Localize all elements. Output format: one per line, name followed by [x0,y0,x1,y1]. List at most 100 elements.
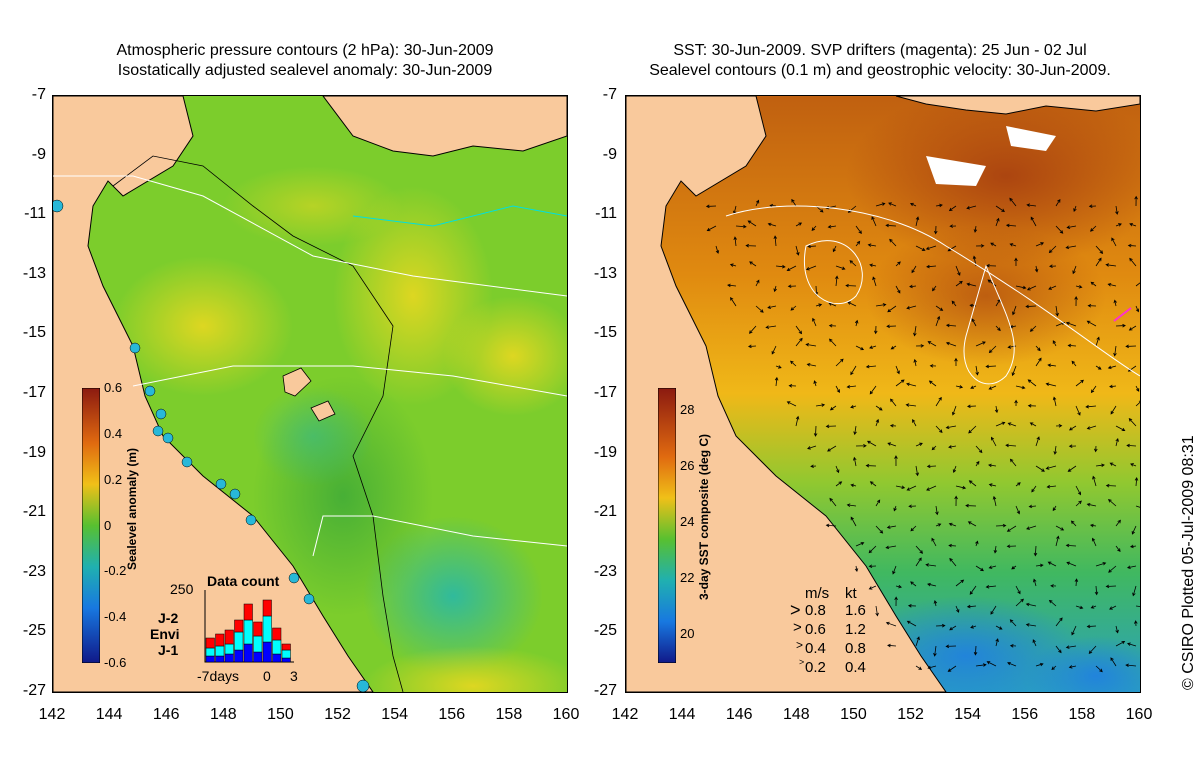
velocity-arrow [905,403,917,407]
velocity-arrow [971,318,977,327]
velocity-arrow [748,325,757,334]
y-tick-label: -21 [593,503,617,521]
velocity-arrow [885,223,897,228]
velocity-arrow [1072,265,1077,275]
velocity-arrow [786,401,797,407]
velocity-arrow [929,364,937,368]
colorbar-tick-label: 20 [680,626,695,641]
velocity-arrow [1110,657,1117,667]
colorbar-tick-label: -0.6 [104,655,127,670]
velocity-arrow [949,224,957,228]
velocity-arrow [1110,405,1117,415]
x-tick-label: 142 [611,706,639,723]
velocity-legend-ms-header: m/s [805,585,830,602]
velocity-arrow [947,245,957,252]
velocity-arrow [755,305,764,313]
velocity-arrow [811,225,817,232]
velocity-arrow [926,485,937,491]
velocity-arrow [1135,400,1140,407]
velocity-arrow [1009,458,1017,467]
velocity-arrow [955,265,961,276]
velocity-arrow [1125,663,1137,668]
velocity-arrow [915,442,923,447]
velocity-arrow [1074,296,1078,307]
velocity-arrow [1086,502,1097,507]
velocity-arrow [805,343,817,347]
velocity-arrow [855,240,861,247]
velocity-arrow [1115,545,1121,552]
velocity-arrow [1086,624,1097,629]
velocity-arrow [886,324,897,329]
velocity-arrow [906,485,917,491]
velocity-arrow [747,220,757,227]
velocity-arrow [865,364,877,369]
velocity-arrow [906,305,917,310]
velocity-arrow [947,665,957,672]
velocity-arrow [791,198,797,207]
velocity-arrow [875,418,880,427]
velocity-arrow [1005,443,1017,448]
velocity-arrow [991,436,997,447]
velocity-arrow [1115,437,1119,447]
velocity-arrow [1027,379,1037,387]
velocity-arrow [1090,605,1097,609]
right-title-line2: Sealevel contours (0.1 m) and geostrophi… [649,62,1111,79]
velocity-arrow [835,465,840,474]
y-tick-label: -19 [593,443,617,461]
velocity-arrow [807,445,817,450]
velocity-arrow [967,521,977,527]
velocity-arrow [1011,565,1017,570]
velocity-arrow [895,485,906,490]
velocity-arrow [895,261,901,267]
velocity-arrow [1007,422,1017,427]
velocity-arrow [1109,384,1117,389]
velocity-arrow [706,225,717,232]
velocity-arrow [1066,225,1077,229]
velocity-arrow [988,345,997,354]
velocity-arrow [1130,463,1137,467]
velocity-arrow [853,425,857,436]
colorbar-tick-label: 24 [680,514,695,529]
velocity-arrow [854,565,859,573]
histogram-bar-segment [234,631,244,651]
velocity-arrow [1111,237,1117,247]
velocity-arrow [967,404,977,409]
velocity-arrow [835,481,843,487]
velocity-arrow [835,358,844,367]
velocity-arrow [829,497,837,507]
velocity-arrow [869,263,877,268]
velocity-arrow [767,305,777,309]
velocity-legend-kt: 0.4 [845,659,866,676]
x-tick-label: 148 [209,706,237,723]
velocity-arrow [935,523,942,527]
velocity-arrow [1055,424,1063,428]
velocity-arrow [988,483,997,487]
velocity-arrow [827,445,837,452]
velocity-arrow [887,442,897,447]
velocity-arrow [1090,225,1097,232]
colorbar-tick-label: 0.6 [104,380,123,395]
colorbar-tick-label: 0.4 [104,425,123,441]
velocity-arrow [705,204,717,209]
velocity-arrow [990,242,997,247]
histogram-bar-segment [234,649,244,663]
velocity-arrow [868,585,877,590]
velocity-arrow [988,385,997,390]
velocity-arrow [868,545,877,554]
velocity-arrow [995,625,1003,630]
velocity-arrow [812,317,817,327]
velocity-arrow [1006,544,1017,549]
histogram-bar-segment [234,619,244,633]
velocity-legend-arrow-icon: > [793,619,802,636]
velocity-arrow [945,323,957,328]
velocity-arrow [1055,645,1062,654]
velocity-arrow [970,625,977,629]
velocity-arrow [1035,465,1045,472]
velocity-arrow [1115,519,1121,527]
velocity-arrow [889,423,897,428]
velocity-arrow [994,405,999,414]
velocity-arrow [875,605,879,617]
velocity-arrow [995,421,1006,427]
velocity-arrow [973,645,978,656]
sst-colorbar [658,388,676,663]
